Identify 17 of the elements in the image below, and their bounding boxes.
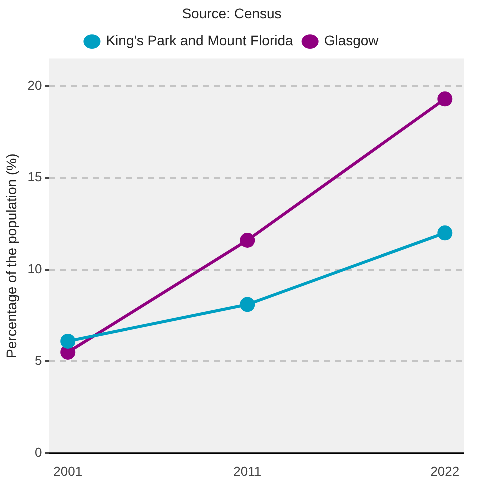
point	[240, 297, 256, 312]
y-tick-label: 15	[28, 170, 42, 185]
x-tick-label: 2022	[430, 464, 460, 479]
point	[438, 226, 453, 241]
x-tick-label: 2011	[234, 464, 262, 479]
chart-title: Source: Census	[182, 5, 282, 22]
y-tick-label: 0	[35, 444, 42, 460]
legend-label: King's Park and Mount Florida	[106, 32, 294, 49]
y-axis-title: Percentage of the population (%)	[3, 154, 20, 358]
y-tick-label: 10	[28, 261, 42, 276]
point	[60, 334, 76, 349]
x-tick-label: 2001	[54, 464, 83, 479]
y-tick-label: 5	[35, 353, 42, 368]
y-tick-label: 20	[28, 78, 42, 93]
legend-label: Glasgow	[324, 32, 380, 49]
point	[240, 233, 256, 248]
point	[438, 92, 453, 107]
